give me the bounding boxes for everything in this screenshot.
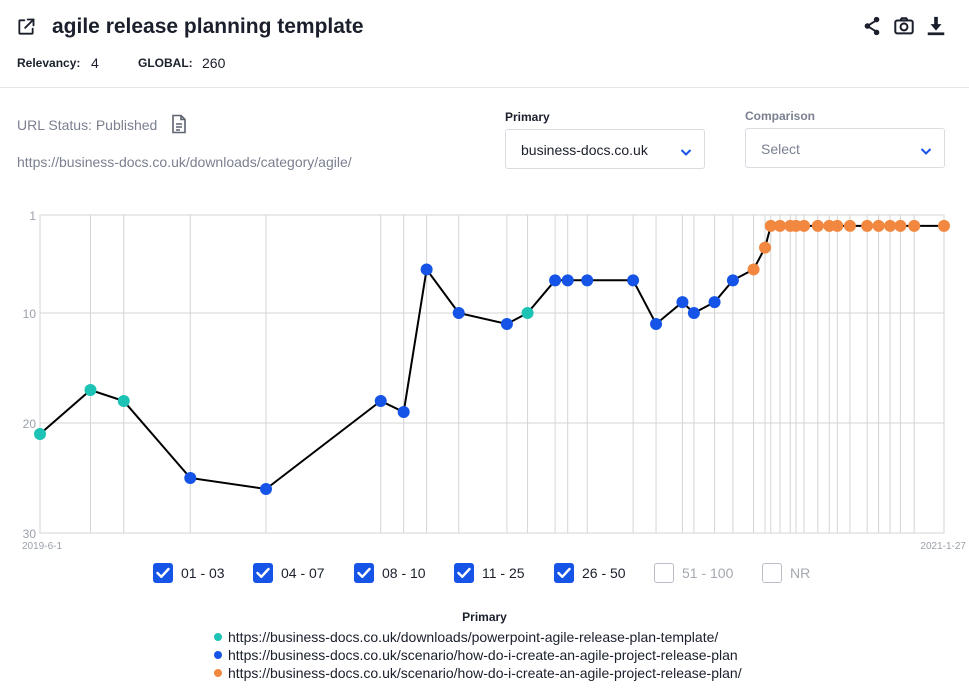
series-legend-item: https://business-docs.co.uk/scenario/how… — [214, 664, 742, 682]
data-point — [374, 395, 387, 407]
series-dot-icon — [214, 633, 222, 641]
data-point — [938, 219, 950, 232]
series-url: https://business-docs.co.uk/downloads/po… — [228, 629, 719, 645]
camera-icon[interactable] — [893, 15, 915, 37]
data-point — [747, 263, 760, 276]
data-point — [627, 274, 640, 287]
y-tick-label: 30 — [23, 527, 37, 541]
filter-label: 26 - 50 — [582, 565, 626, 581]
download-icon[interactable] — [925, 15, 947, 37]
data-point — [521, 307, 534, 319]
relevancy-value: 4 — [91, 55, 99, 71]
data-point — [549, 274, 562, 287]
data-point — [84, 384, 97, 396]
relevancy-label: Relevancy: — [17, 56, 81, 70]
data-point — [861, 219, 874, 232]
external-link-icon[interactable] — [16, 17, 36, 37]
filter-label: 04 - 07 — [281, 565, 325, 581]
global-value: 260 — [202, 55, 226, 71]
filter-label: NR — [790, 565, 811, 581]
checkbox-empty-icon[interactable] — [762, 563, 782, 583]
filter-checkbox[interactable]: 01 - 03 — [153, 562, 225, 584]
url-status: URL Status: Published — [17, 117, 158, 133]
checkmark-icon[interactable] — [554, 563, 574, 583]
data-point — [260, 483, 272, 495]
primary-select[interactable]: business-docs.co.uk — [505, 129, 705, 169]
filter-checkbox[interactable]: 26 - 50 — [554, 562, 626, 584]
checkbox-empty-icon[interactable] — [654, 563, 674, 583]
data-point — [884, 219, 897, 232]
series-legend-title: Primary — [462, 610, 507, 624]
checkmark-icon[interactable] — [454, 563, 474, 583]
comparison-select[interactable]: Select — [745, 128, 945, 168]
comparison-label: Comparison — [745, 109, 816, 123]
filter-checkbox[interactable]: 04 - 07 — [253, 562, 325, 584]
chevron-down-icon — [680, 144, 692, 156]
url-link[interactable]: https://business-docs.co.uk/downloads/ca… — [17, 154, 352, 170]
data-point — [726, 274, 739, 287]
filter-label: 11 - 25 — [482, 565, 525, 581]
y-tick-label: 1 — [29, 209, 36, 223]
series-legend-item: https://business-docs.co.uk/scenario/how… — [214, 646, 742, 664]
plot-frame — [39, 214, 945, 534]
data-point — [650, 318, 663, 330]
data-point — [708, 296, 721, 309]
document-icon[interactable] — [170, 114, 188, 134]
series-legend-item: https://business-docs.co.uk/downloads/po… — [214, 628, 742, 646]
data-point — [872, 219, 885, 232]
header: agile release planning template Relevanc… — [0, 0, 969, 88]
data-point — [764, 219, 777, 232]
data-point — [184, 472, 197, 484]
data-point — [894, 219, 907, 232]
data-point — [831, 219, 844, 232]
rank-line — [39, 224, 944, 491]
global-label: GLOBAL: — [138, 56, 193, 70]
checkmark-icon[interactable] — [354, 563, 374, 583]
data-point — [759, 241, 772, 254]
checkmark-icon[interactable] — [153, 563, 173, 583]
filter-checkbox[interactable]: 51 - 100 — [654, 562, 733, 584]
data-point — [811, 219, 824, 232]
series-url: https://business-docs.co.uk/scenario/how… — [228, 665, 742, 681]
comparison-select-value: Select — [761, 141, 800, 157]
data-point — [798, 219, 811, 232]
data-point — [117, 395, 130, 407]
filter-checkbox[interactable]: NR — [762, 562, 810, 584]
series-dot-icon — [214, 651, 222, 659]
data-point — [908, 219, 921, 232]
page-title: agile release planning template — [52, 15, 364, 38]
filter-checkbox[interactable]: 11 - 25 — [454, 562, 525, 584]
rank-filters: 01 - 03 04 - 07 08 - 10 11 - 25 26 - 50 51 - … — [0, 562, 969, 584]
y-tick-label: 20 — [23, 417, 37, 431]
series-url: https://business-docs.co.uk/scenario/how… — [228, 647, 738, 663]
filter-label: 01 - 03 — [181, 565, 225, 581]
filter-label: 51 - 100 — [682, 565, 734, 581]
data-point — [773, 219, 786, 232]
data-point — [452, 307, 465, 319]
chevron-down-icon — [920, 143, 932, 155]
primary-label: Primary — [505, 110, 550, 124]
data-point — [843, 219, 856, 232]
filter-label: 08 - 10 — [382, 565, 426, 581]
x-end-label: 2021-1-27 — [920, 541, 966, 552]
data-point — [561, 274, 574, 287]
data-point — [420, 263, 433, 276]
checkmark-icon[interactable] — [253, 563, 273, 583]
data-point — [687, 307, 700, 319]
series-dot-icon — [214, 669, 222, 677]
primary-select-value: business-docs.co.uk — [521, 142, 648, 158]
filter-checkbox[interactable]: 08 - 10 — [354, 562, 426, 584]
header-actions — [861, 15, 947, 37]
data-point — [397, 406, 410, 418]
y-tick-label: 10 — [23, 307, 37, 321]
data-point — [34, 428, 46, 440]
data-point — [581, 274, 594, 287]
data-point — [676, 296, 689, 309]
data-point — [500, 318, 513, 330]
x-start-label: 2019-6-1 — [22, 541, 62, 552]
series-legend: https://business-docs.co.uk/downloads/po… — [214, 628, 742, 682]
share-icon[interactable] — [861, 15, 883, 37]
